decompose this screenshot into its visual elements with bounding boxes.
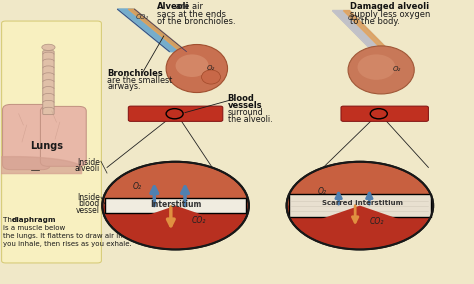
Polygon shape [332,11,387,49]
Ellipse shape [357,55,395,80]
Ellipse shape [166,45,228,93]
Text: supply less oxygen: supply less oxygen [350,10,431,19]
Text: CO₂: CO₂ [136,14,148,20]
FancyBboxPatch shape [341,106,428,121]
Polygon shape [332,11,381,49]
FancyBboxPatch shape [128,106,223,121]
Text: vessels: vessels [228,101,262,110]
Text: surround: surround [228,108,263,117]
Wedge shape [104,163,247,206]
Text: diaphragm: diaphragm [12,217,56,223]
Wedge shape [288,206,432,248]
Text: the alveoli.: the alveoli. [228,114,272,124]
FancyBboxPatch shape [105,198,246,213]
Text: are the smallest: are the smallest [107,76,172,85]
Ellipse shape [42,44,55,51]
Text: is a muscle below
the lungs. It flattens to draw air in as
you inhale, then rise: is a muscle below the lungs. It flattens… [3,225,133,247]
Text: O₂: O₂ [206,65,215,71]
Text: Scarred interstitium: Scarred interstitium [322,200,403,206]
Text: CO₂: CO₂ [192,216,207,225]
Text: of the bronchioles.: of the bronchioles. [156,17,235,26]
Polygon shape [118,9,186,52]
Polygon shape [118,9,180,52]
Text: vessel: vessel [76,206,100,215]
Wedge shape [113,206,238,248]
Text: Interstitium: Interstitium [150,200,201,209]
Circle shape [287,162,433,249]
Text: CO₂: CO₂ [348,15,361,22]
FancyBboxPatch shape [43,51,54,114]
Text: CO₂: CO₂ [369,217,384,226]
Text: Lungs: Lungs [30,141,64,151]
Text: O₂: O₂ [133,182,142,191]
Ellipse shape [201,70,220,84]
FancyBboxPatch shape [40,106,86,166]
Text: Blood: Blood [228,94,255,103]
Text: alveoli: alveoli [75,164,100,173]
FancyBboxPatch shape [2,105,50,170]
Text: The: The [3,217,18,223]
Text: Inside: Inside [77,158,100,166]
Text: Inside: Inside [77,193,100,202]
Text: Damaged alveoli: Damaged alveoli [350,2,429,11]
Text: Bronchioles: Bronchioles [107,68,163,78]
Circle shape [102,162,249,249]
Text: Alveoli: Alveoli [156,2,189,11]
Polygon shape [128,9,186,52]
Text: to the body.: to the body. [350,17,400,26]
Wedge shape [104,206,247,248]
Text: O₂: O₂ [393,66,401,72]
Ellipse shape [348,46,414,94]
Polygon shape [343,11,387,49]
FancyBboxPatch shape [1,21,101,263]
Text: airways.: airways. [107,82,140,91]
Text: blood: blood [79,199,100,208]
Wedge shape [298,206,422,248]
FancyBboxPatch shape [289,194,431,217]
Ellipse shape [175,55,209,77]
Wedge shape [288,163,432,206]
Text: are air: are air [173,2,203,11]
Text: sacs at the ends: sacs at the ends [156,10,226,19]
Text: O₂: O₂ [318,187,326,196]
